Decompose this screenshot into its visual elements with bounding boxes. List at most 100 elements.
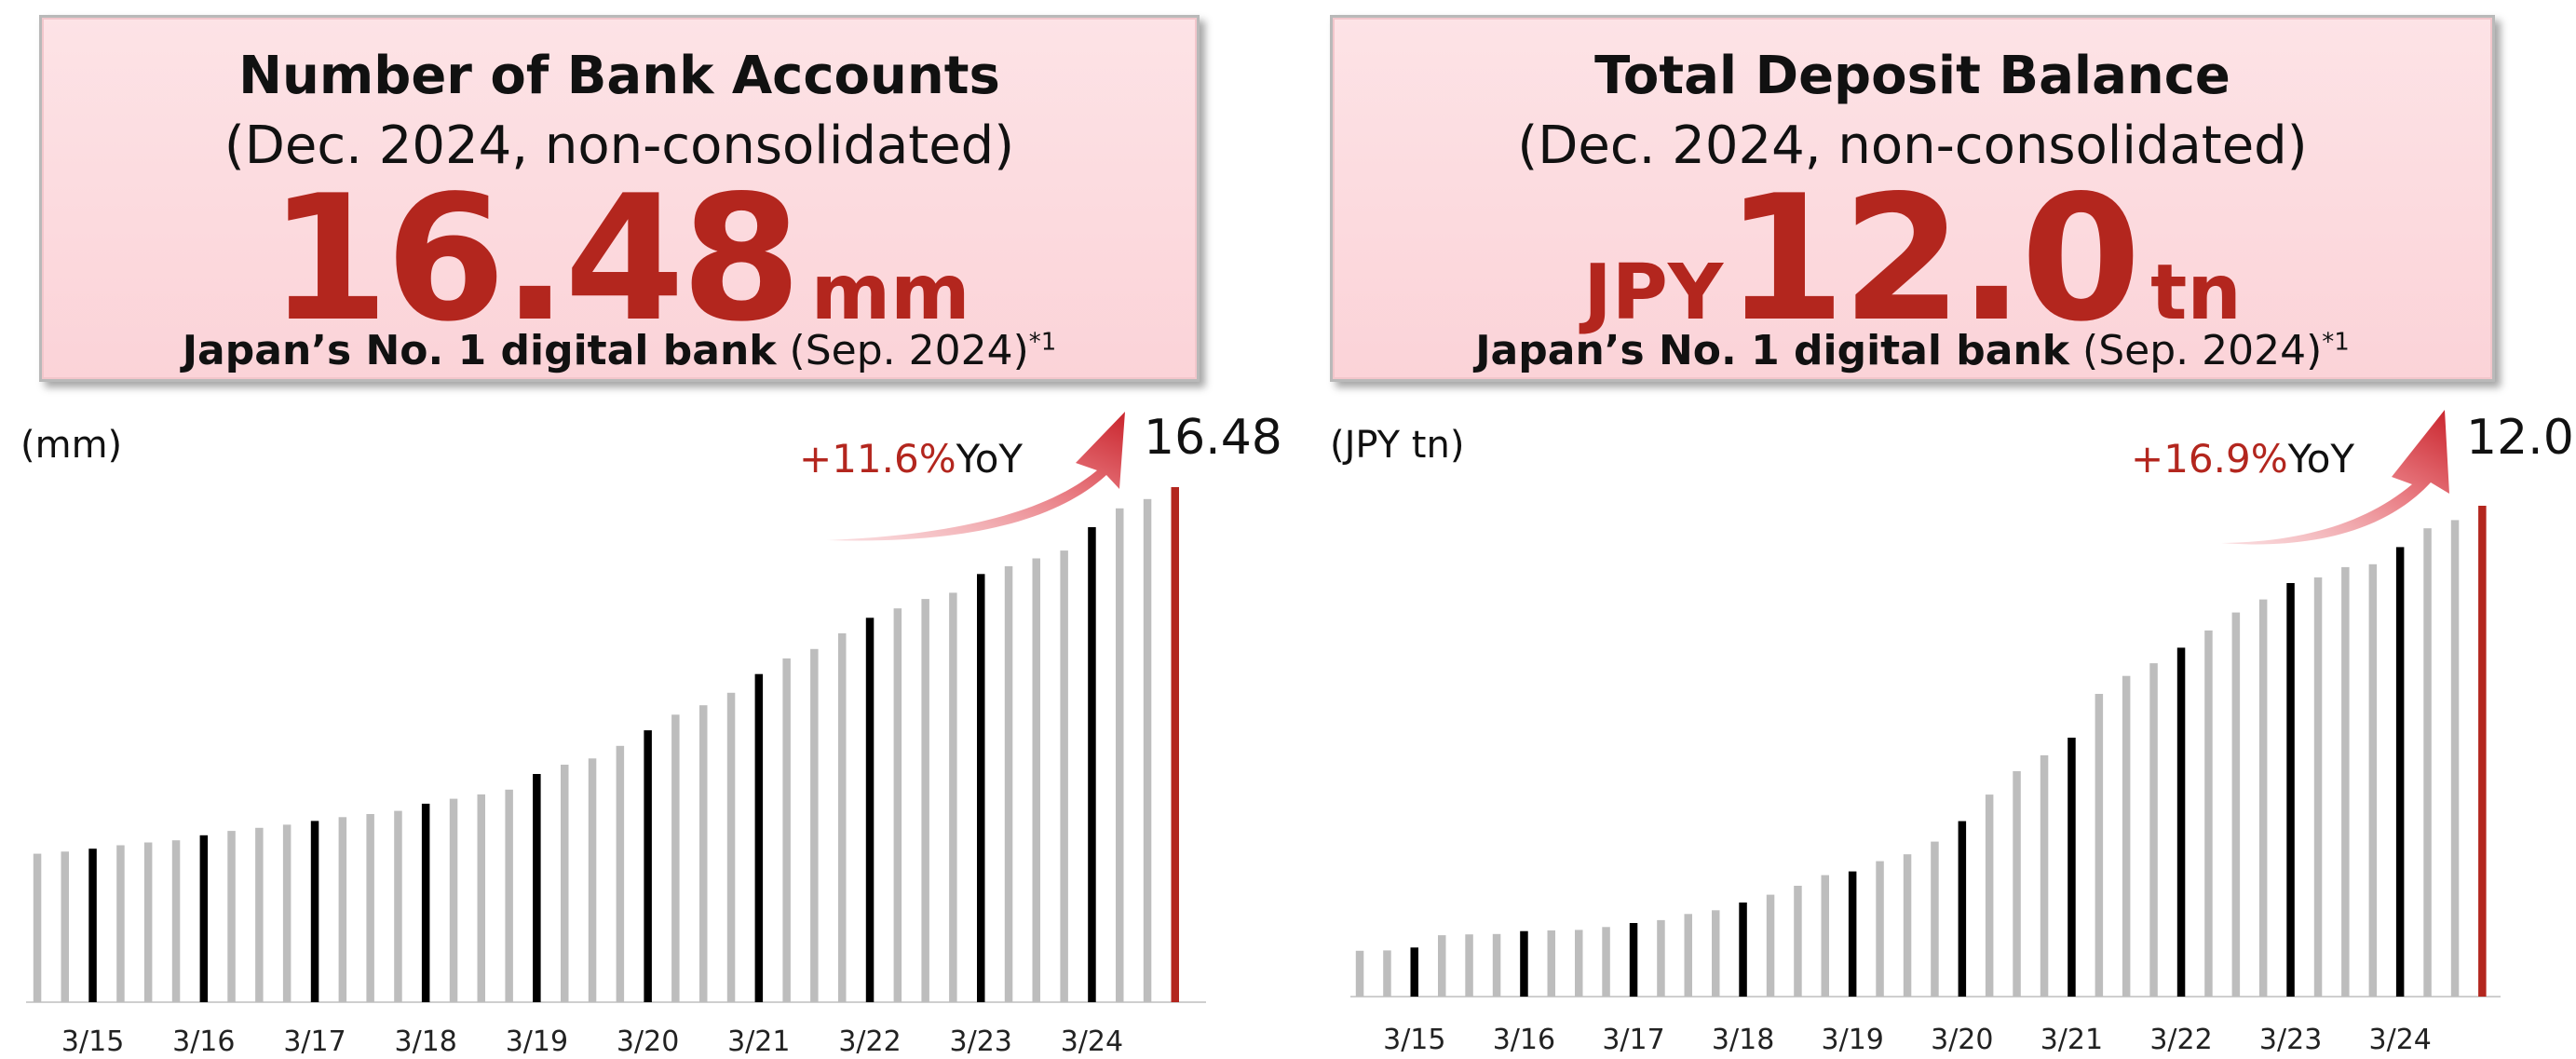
- deposits-bar: [1821, 875, 1829, 997]
- accounts-bar: [171, 840, 181, 1002]
- accounts-bar: [310, 821, 319, 1002]
- deposits-bar: [2095, 694, 2104, 997]
- accounts-ranking-note: Japan’s No. 1 digital bank (Sep. 2024)*1: [42, 327, 1197, 374]
- accounts-yoy-pct: +11.6%: [799, 436, 956, 482]
- accounts-bar: [671, 714, 680, 1002]
- deposits-x-tick-label: 3/15: [1383, 1024, 1445, 1056]
- deposits-bar: [2176, 647, 2186, 997]
- deposits-unit-label: (JPY tn): [1330, 424, 1465, 467]
- accounts-bar: [588, 758, 597, 1002]
- accounts-bar: [1088, 527, 1096, 1002]
- accounts-bar: [838, 633, 847, 1002]
- deposits-title: Total Deposit Balance: [1594, 46, 2230, 106]
- accounts-bar: [1171, 487, 1179, 1002]
- deposits-ranking-note: Japan’s No. 1 digital bank (Sep. 2024)*1: [1333, 327, 2492, 374]
- accounts-bar: [394, 810, 402, 1002]
- accounts-bar: [561, 765, 569, 1002]
- accounts-subtitle: (Dec. 2024, non-consolidated): [224, 115, 1015, 176]
- deposits-bar: [1629, 923, 1638, 997]
- accounts-x-tick-label: 3/22: [838, 1025, 901, 1058]
- deposits-bar: [2368, 563, 2378, 997]
- accounts-unit-label: (mm): [20, 424, 123, 467]
- accounts-x-tick-label: 3/21: [727, 1025, 790, 1058]
- deposits-note-footnote: *1: [2322, 328, 2350, 357]
- deposits-note-plain: (Sep. 2024): [2069, 327, 2323, 374]
- deposits-bar: [1657, 919, 1665, 997]
- deposits-growth-arrow-icon: [2221, 410, 2449, 545]
- deposits-bar: [1848, 871, 1857, 997]
- deposits-subtitle: (Dec. 2024, non-consolidated): [1517, 115, 2308, 176]
- accounts-bar: [255, 827, 264, 1002]
- accounts-bar: [921, 599, 929, 1002]
- deposits-bar: [1766, 894, 1775, 997]
- accounts-bar: [977, 574, 985, 1002]
- deposits-bar: [2068, 738, 2076, 997]
- deposits-bar: [2122, 675, 2131, 997]
- accounts-note-plain: (Sep. 2024): [776, 327, 1029, 374]
- accounts-x-tick-label: 3/16: [172, 1025, 235, 1058]
- deposits-bar: [1547, 930, 1555, 997]
- deposits-bar: [1492, 933, 1501, 997]
- deposits-bar: [1465, 934, 1473, 997]
- accounts-x-tick-label: 3/18: [395, 1025, 457, 1058]
- deposits-x-tick-label: 3/18: [1712, 1024, 1774, 1056]
- accounts-bar: [366, 814, 374, 1002]
- accounts-bar: [505, 789, 513, 1002]
- deposits-bar: [1876, 861, 1884, 997]
- deposits-bar: [1355, 950, 1364, 997]
- deposits-bar: [2478, 506, 2487, 997]
- deposits-headline-figure: JPY12.0 tn: [1333, 157, 2492, 360]
- deposits-bar: [1410, 947, 1418, 997]
- deposits-bar: [1958, 821, 1967, 997]
- accounts-bar: [143, 842, 153, 1002]
- deposits-x-tick-label: 3/17: [1602, 1024, 1664, 1056]
- deposits-x-tick-label: 3/20: [1931, 1024, 1993, 1056]
- deposits-big-number: 12.0: [1725, 157, 2141, 360]
- deposits-bar: [2204, 630, 2213, 997]
- accounts-bar: [477, 794, 485, 1002]
- accounts-bar: [421, 803, 430, 1002]
- deposits-bar: [1520, 930, 1528, 997]
- accounts-bar: [893, 608, 902, 1002]
- accounts-note-bold: Japan’s No. 1 digital bank: [182, 327, 777, 374]
- accounts-panel: Number of Bank Accounts (Dec. 2024, non-…: [20, 15, 1282, 482]
- deposits-x-tick-label: 3/21: [2040, 1024, 2103, 1056]
- accounts-bar: [949, 592, 957, 1002]
- deposits-bar: [2341, 566, 2350, 997]
- deposits-bar: [2231, 612, 2241, 997]
- accounts-bar: [699, 705, 708, 1002]
- deposits-bar: [2395, 547, 2405, 997]
- accounts-bar: [338, 817, 347, 1002]
- deposits-yoy-suffix: YoY: [2287, 436, 2355, 482]
- accounts-x-tick-label: 3/23: [950, 1025, 1012, 1058]
- deposits-x-tick-label: 3/24: [2369, 1024, 2432, 1056]
- deposits-bar: [2423, 528, 2432, 997]
- accounts-yoy-suffix: YoY: [956, 436, 1024, 482]
- deposits-bar: [1383, 950, 1391, 997]
- deposits-bar: [1931, 841, 1939, 997]
- accounts-x-tick-label: 3/24: [1061, 1025, 1123, 1058]
- accounts-bar: [227, 831, 236, 1002]
- deposits-bar: [1438, 935, 1446, 997]
- deposits-bar: [2286, 583, 2295, 997]
- deposits-panel: Total Deposit Balance (Dec. 2024, non-co…: [1288, 0, 2576, 1059]
- accounts-x-tick-label: 3/15: [61, 1025, 124, 1058]
- accounts-bar: [533, 774, 541, 1002]
- accounts-x-tick-label: 3/19: [506, 1025, 568, 1058]
- accounts-bar: [810, 648, 819, 1002]
- accounts-bar: [782, 658, 791, 1002]
- accounts-bar: [865, 618, 874, 1002]
- deposits-x-tick-label: 3/23: [2259, 1024, 2322, 1056]
- accounts-growth-arrow-icon: [827, 412, 1125, 541]
- accounts-title: Number of Bank Accounts: [238, 46, 1000, 106]
- accounts-bar: [282, 824, 291, 1002]
- accounts-bar: [1032, 558, 1040, 1002]
- deposits-bar: [2313, 577, 2323, 997]
- accounts-yoy-label: +11.6%YoY: [799, 436, 1023, 482]
- accounts-x-tick-label: 3/20: [617, 1025, 679, 1058]
- accounts-bar: [1143, 498, 1152, 1002]
- deposits-bar: [1739, 903, 1747, 997]
- accounts-bar: [726, 692, 736, 1002]
- accounts-header-box: Number of Bank Accounts (Dec. 2024, non-…: [39, 15, 1200, 382]
- deposits-bar: [1602, 927, 1610, 997]
